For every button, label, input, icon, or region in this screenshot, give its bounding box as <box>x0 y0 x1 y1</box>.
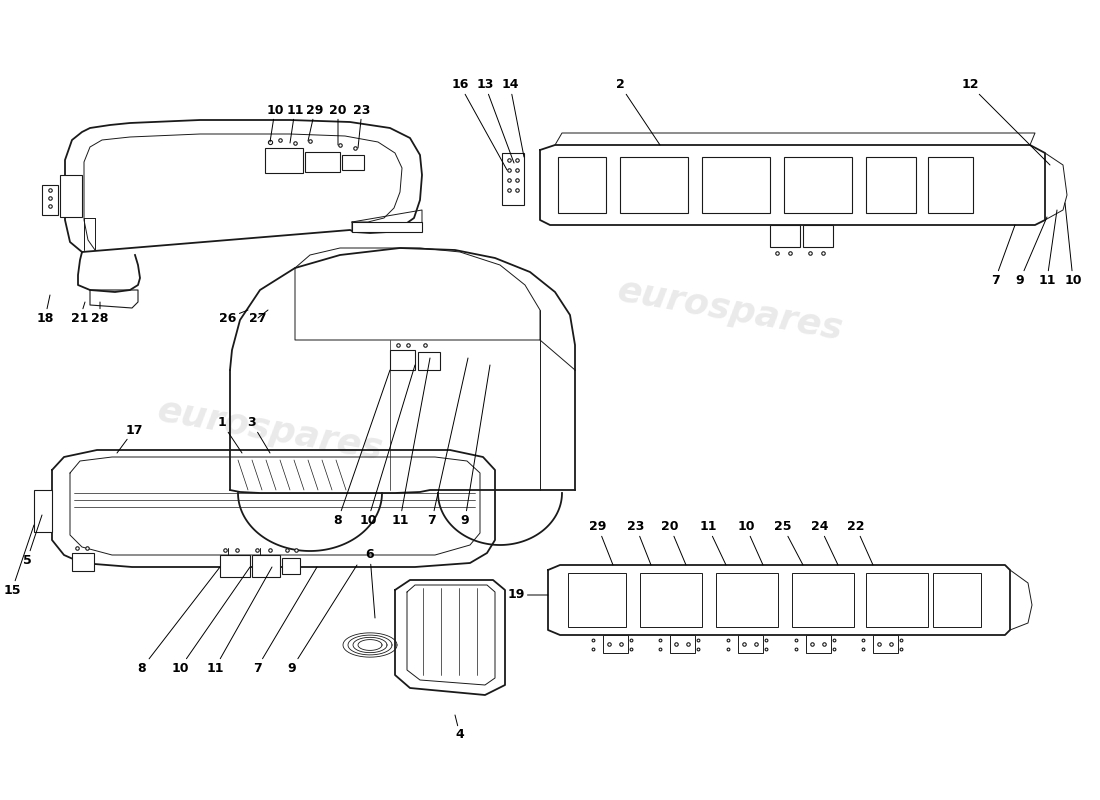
Text: 10: 10 <box>1065 203 1081 286</box>
Text: 23: 23 <box>353 103 371 148</box>
Text: 7: 7 <box>428 358 468 526</box>
Text: 14: 14 <box>502 78 524 157</box>
Text: eurospares: eurospares <box>154 394 385 466</box>
FancyBboxPatch shape <box>418 352 440 370</box>
FancyBboxPatch shape <box>568 573 626 627</box>
Text: 9: 9 <box>1015 217 1047 286</box>
Text: 28: 28 <box>91 302 109 325</box>
Text: 23: 23 <box>627 521 651 565</box>
FancyBboxPatch shape <box>352 222 422 232</box>
FancyBboxPatch shape <box>933 573 981 627</box>
Text: eurospares: eurospares <box>615 274 846 346</box>
FancyBboxPatch shape <box>220 555 250 577</box>
FancyBboxPatch shape <box>342 155 364 170</box>
Text: 2: 2 <box>616 78 660 145</box>
FancyBboxPatch shape <box>72 553 94 571</box>
FancyBboxPatch shape <box>803 225 833 247</box>
Text: 7: 7 <box>991 225 1015 286</box>
Text: 29: 29 <box>306 103 323 141</box>
Text: 22: 22 <box>847 521 873 565</box>
Text: 11: 11 <box>207 567 272 674</box>
Text: 12: 12 <box>961 78 1050 165</box>
FancyBboxPatch shape <box>60 175 82 217</box>
Text: 20: 20 <box>329 103 346 145</box>
Text: 27: 27 <box>250 310 268 325</box>
Text: 5: 5 <box>23 515 42 566</box>
FancyBboxPatch shape <box>716 573 778 627</box>
FancyBboxPatch shape <box>640 573 702 627</box>
FancyBboxPatch shape <box>34 490 52 532</box>
Text: 29: 29 <box>590 521 613 565</box>
Text: 18: 18 <box>36 295 54 325</box>
FancyBboxPatch shape <box>866 573 928 627</box>
FancyBboxPatch shape <box>265 148 302 173</box>
FancyBboxPatch shape <box>603 635 628 653</box>
Text: 21: 21 <box>72 302 89 325</box>
FancyBboxPatch shape <box>42 185 58 215</box>
Text: 20: 20 <box>661 521 686 565</box>
Text: 6: 6 <box>365 549 375 618</box>
FancyBboxPatch shape <box>873 635 898 653</box>
FancyBboxPatch shape <box>792 573 854 627</box>
Text: 4: 4 <box>455 715 464 742</box>
FancyBboxPatch shape <box>866 157 916 213</box>
FancyBboxPatch shape <box>770 225 800 247</box>
FancyBboxPatch shape <box>558 157 606 213</box>
Text: 9: 9 <box>288 565 358 674</box>
Text: 19: 19 <box>507 589 548 602</box>
FancyBboxPatch shape <box>806 635 830 653</box>
Text: 13: 13 <box>476 78 514 163</box>
FancyBboxPatch shape <box>502 153 524 205</box>
Text: 16: 16 <box>451 78 507 170</box>
Text: 11: 11 <box>700 521 726 565</box>
Text: 10: 10 <box>360 365 415 526</box>
Text: 10: 10 <box>266 103 284 142</box>
Text: 24: 24 <box>812 521 838 565</box>
Text: 11: 11 <box>392 358 430 526</box>
Text: 8: 8 <box>333 370 390 526</box>
Text: 25: 25 <box>774 521 803 565</box>
FancyBboxPatch shape <box>252 555 280 577</box>
Text: 11: 11 <box>1038 210 1057 286</box>
Text: 26: 26 <box>219 310 248 325</box>
FancyBboxPatch shape <box>390 350 415 370</box>
FancyBboxPatch shape <box>305 152 340 172</box>
Text: 8: 8 <box>138 567 220 674</box>
FancyBboxPatch shape <box>928 157 974 213</box>
Text: 9: 9 <box>461 365 490 526</box>
Text: 15: 15 <box>3 525 34 597</box>
FancyBboxPatch shape <box>784 157 852 213</box>
Text: 1: 1 <box>218 417 242 453</box>
Text: 3: 3 <box>248 417 270 453</box>
Text: 17: 17 <box>117 423 143 453</box>
Text: 11: 11 <box>286 103 304 143</box>
FancyBboxPatch shape <box>620 157 688 213</box>
FancyBboxPatch shape <box>738 635 763 653</box>
Text: 10: 10 <box>737 521 763 565</box>
FancyBboxPatch shape <box>702 157 770 213</box>
Text: 7: 7 <box>253 567 317 674</box>
FancyBboxPatch shape <box>282 558 300 574</box>
FancyBboxPatch shape <box>670 635 695 653</box>
Text: 10: 10 <box>172 567 250 674</box>
